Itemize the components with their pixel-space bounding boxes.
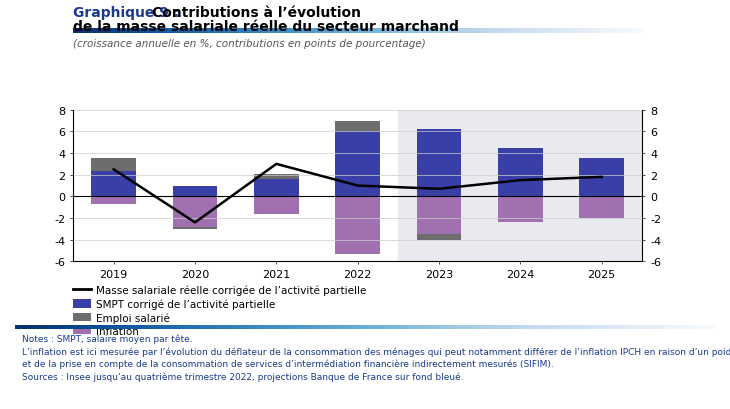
Legend: Masse salariale réelle corrigée de l’activité partielle, SMPT corrigé de l’activ: Masse salariale réelle corrigée de l’act… — [72, 285, 367, 336]
Bar — [254, 180, 299, 197]
Bar — [173, 197, 218, 227]
Bar — [580, 159, 624, 197]
Bar — [254, 174, 299, 180]
Bar — [399, 110, 642, 262]
Bar — [254, 197, 299, 214]
Bar — [498, 148, 543, 197]
Bar — [417, 235, 461, 240]
Bar — [580, 197, 624, 218]
Bar — [417, 130, 461, 197]
Bar — [173, 186, 218, 197]
Text: (croissance annuelle en %, contributions en points de pourcentage): (croissance annuelle en %, contributions… — [73, 39, 426, 49]
Text: Notes : SMPT, salaire moyen par tête.
L’inflation est ici mesurée par l’évolutio: Notes : SMPT, salaire moyen par tête. L’… — [22, 334, 730, 381]
Bar — [335, 121, 380, 132]
Bar — [91, 172, 136, 197]
Bar — [417, 197, 461, 235]
Bar — [91, 197, 136, 204]
Bar — [335, 197, 380, 254]
Text: Graphique 9 :: Graphique 9 : — [73, 6, 184, 20]
Bar — [173, 227, 218, 229]
Bar — [498, 197, 543, 223]
Bar — [335, 132, 380, 197]
Bar — [91, 159, 136, 172]
Text: de la masse salariale réelle du secteur marchand: de la masse salariale réelle du secteur … — [73, 20, 459, 34]
Text: Contributions à l’évolution: Contributions à l’évolution — [152, 6, 361, 20]
